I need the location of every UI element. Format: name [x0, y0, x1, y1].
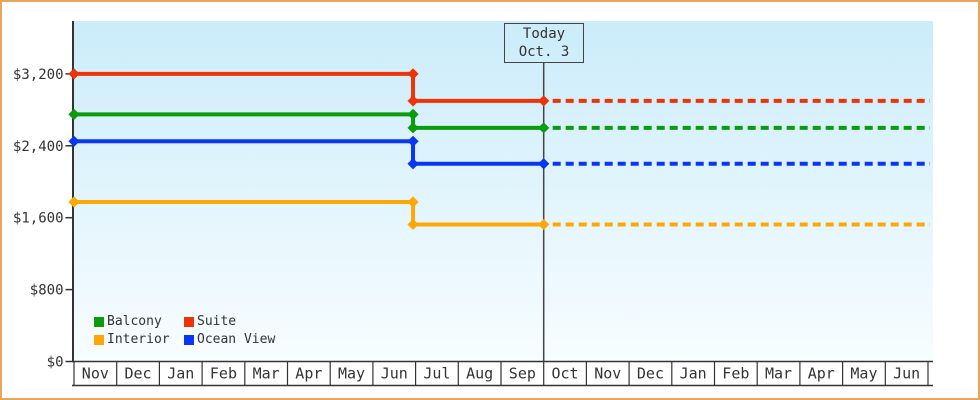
today-date: Oct. 3 — [518, 44, 570, 60]
month-label: Jun — [381, 365, 408, 383]
legend-label: Balcony — [107, 314, 162, 329]
month-label: Apr — [295, 365, 322, 383]
month-label: May — [850, 365, 877, 383]
series-marker-ocean-view — [538, 158, 550, 170]
legend-swatch — [184, 316, 194, 327]
legend: Balcony Suite Interior Ocean View — [94, 313, 275, 348]
month-label: Feb — [722, 365, 749, 383]
month-label: Aug — [466, 365, 493, 383]
legend-item-balcony: Balcony — [94, 313, 184, 330]
y-axis-label: $800 — [30, 283, 64, 299]
legend-swatch — [94, 316, 104, 327]
series-marker-interior — [68, 196, 80, 208]
legend-label: Interior — [107, 332, 170, 347]
month-label: Dec — [125, 365, 152, 383]
series-marker-ocean-view — [407, 135, 419, 147]
series-marker-balcony — [407, 108, 419, 120]
month-label: Oct — [552, 365, 579, 383]
y-axis-label: $0 — [47, 355, 64, 371]
series-line-interior — [74, 199, 544, 227]
month-label: Dec — [637, 365, 664, 383]
series-marker-balcony — [407, 122, 419, 134]
series-marker-balcony — [68, 108, 80, 120]
series-marker-suite — [68, 68, 80, 80]
y-axis-label: $3,200 — [13, 67, 64, 83]
legend-swatch — [184, 334, 194, 345]
month-label: May — [338, 365, 365, 383]
series-marker-suite — [407, 95, 419, 107]
series-line-balcony — [74, 112, 544, 130]
series-line-suite — [74, 71, 544, 103]
series-marker-interior — [407, 218, 419, 231]
series-marker-ocean-view — [68, 135, 80, 147]
month-label: Apr — [808, 365, 835, 383]
month-label: Jun — [893, 365, 920, 383]
legend-label: Suite — [197, 314, 237, 329]
legend-item-suite: Suite — [184, 313, 275, 330]
month-label: Jan — [680, 365, 707, 383]
series-marker-interior — [407, 196, 419, 208]
y-axis-label: $2,400 — [13, 139, 64, 155]
legend-swatch — [94, 334, 104, 345]
legend-label: Ocean View — [197, 332, 276, 347]
series-marker-ocean-view — [407, 158, 419, 170]
series-marker-suite — [538, 95, 550, 107]
month-label: Nov — [594, 365, 621, 383]
month-label: Mar — [253, 365, 280, 383]
series-line-ocean-view — [74, 139, 544, 166]
series-marker-interior — [538, 218, 550, 231]
plot-area-background — [74, 21, 933, 362]
month-label: Feb — [210, 365, 237, 383]
month-label: Nov — [82, 365, 109, 383]
legend-item-ocean-view: Ocean View — [184, 331, 275, 348]
series-marker-suite — [407, 68, 419, 80]
legend-item-interior: Interior — [94, 331, 184, 348]
series-marker-balcony — [538, 122, 550, 134]
month-label: Jan — [167, 365, 194, 383]
month-label: Sep — [509, 365, 536, 383]
today-label: Today — [522, 26, 566, 42]
today-marker-box: Today Oct. 3 — [504, 23, 584, 63]
month-label: Jul — [423, 365, 450, 383]
y-axis-label: $1,600 — [13, 211, 64, 227]
month-label: Mar — [765, 365, 792, 383]
